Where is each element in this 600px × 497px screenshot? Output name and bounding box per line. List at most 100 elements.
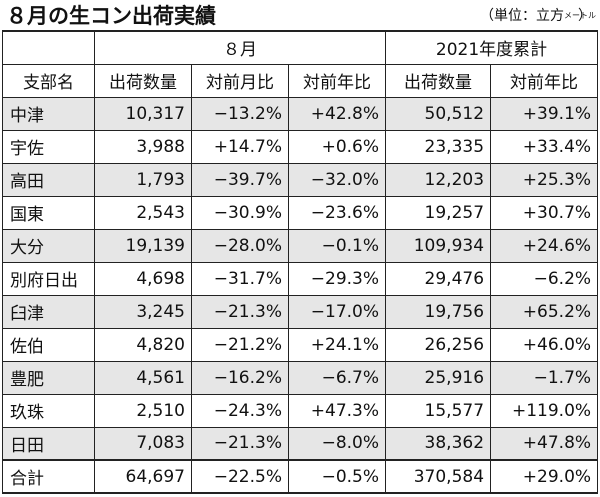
ytd-yoy: +47.8% [490, 426, 599, 461]
branch-name: 中津 [2, 96, 95, 131]
total-yoy: −0.5% [287, 459, 387, 494]
header-branch: 支部名 [2, 63, 95, 98]
ytd-shipments: 38,362 [385, 426, 492, 461]
table-row: 豊肥 4,561 −16.2% −6.7% 25,916 −1.7% [2, 360, 599, 395]
mom: −24.3% [191, 393, 289, 428]
ytd-yoy: −1.7% [490, 360, 599, 395]
ytd-yoy: +24.6% [490, 228, 599, 263]
header-ytd-yoy: 対前年比 [490, 63, 599, 98]
header-row-columns: 支部名 出荷数量 対前月比 対前年比 出荷数量 対前年比 [2, 63, 599, 98]
yoy: +24.1% [287, 327, 387, 362]
total-ytd-shipments: 370,584 [385, 459, 492, 494]
table-row: 宇佐 3,988 +14.7% +0.6% 23,335 +33.4% [2, 129, 599, 164]
header-yoy: 対前年比 [287, 63, 387, 98]
ytd-yoy: +30.7% [490, 195, 599, 230]
mom: −13.2% [191, 96, 289, 131]
branch-name: 大分 [2, 228, 95, 263]
branch-name: 豊肥 [2, 360, 95, 395]
ytd-shipments: 26,256 [385, 327, 492, 362]
yoy: −8.0% [287, 426, 387, 461]
mom: −31.7% [191, 261, 289, 296]
mom: −30.9% [191, 195, 289, 230]
mom: −16.2% [191, 360, 289, 395]
header-blank [2, 30, 95, 65]
branch-name: 玖珠 [2, 393, 95, 428]
ytd-shipments: 50,512 [385, 96, 492, 131]
table-row: 別府日出 4,698 −31.7% −29.3% 29,476 −6.2% [2, 261, 599, 296]
header-shipments: 出荷数量 [94, 63, 192, 98]
unit-label: （単位：立方メートル） [480, 7, 596, 25]
ytd-shipments: 25,916 [385, 360, 492, 395]
yoy: −6.7% [287, 360, 387, 395]
branch-name: 国東 [2, 195, 95, 230]
ytd-shipments: 15,577 [385, 393, 492, 428]
shipments: 4,698 [94, 261, 192, 296]
shipments: 4,561 [94, 360, 192, 395]
mom: −28.0% [191, 228, 289, 263]
ytd-yoy: +46.0% [490, 327, 599, 362]
ytd-yoy: +65.2% [490, 294, 599, 329]
ytd-yoy: +39.1% [490, 96, 599, 131]
shipments: 3,245 [94, 294, 192, 329]
shipments: 1,793 [94, 162, 192, 197]
page-header: ８月の生コン出荷実績 （単位：立方メートル） [6, 2, 596, 30]
total-mom: −22.5% [191, 459, 289, 494]
table-row: 玖珠 2,510 −24.3% +47.3% 15,577 +119.0% [2, 393, 599, 428]
ytd-yoy: −6.2% [490, 261, 599, 296]
unit-label-small: メートル [564, 11, 596, 20]
branch-name: 高田 [2, 162, 95, 197]
table-row: 国東 2,543 −30.9% −23.6% 19,257 +30.7% [2, 195, 599, 230]
yoy: −17.0% [287, 294, 387, 329]
total-shipments: 64,697 [94, 459, 192, 494]
yoy: +0.6% [287, 129, 387, 164]
header-group-ytd: 2021年度累計 [385, 30, 599, 65]
page-title: ８月の生コン出荷実績 [6, 4, 216, 28]
branch-name: 臼津 [2, 294, 95, 329]
yoy: +47.3% [287, 393, 387, 428]
shipments: 2,510 [94, 393, 192, 428]
shipments: 10,317 [94, 96, 192, 131]
mom: −21.2% [191, 327, 289, 362]
yoy: −0.1% [287, 228, 387, 263]
table-row: 大分 19,139 −28.0% −0.1% 109,934 +24.6% [2, 228, 599, 263]
shipments: 7,083 [94, 426, 192, 461]
table-row: 佐伯 4,820 −21.2% +24.1% 26,256 +46.0% [2, 327, 599, 362]
shipments: 4,820 [94, 327, 192, 362]
ytd-shipments: 19,257 [385, 195, 492, 230]
table-row: 日田 7,083 −21.3% −8.0% 38,362 +47.8% [2, 426, 599, 461]
branch-name: 日田 [2, 426, 95, 461]
table-row: 中津 10,317 −13.2% +42.8% 50,512 +39.1% [2, 96, 599, 131]
yoy: −23.6% [287, 195, 387, 230]
header-ytd-shipments: 出荷数量 [385, 63, 492, 98]
ytd-shipments: 12,203 [385, 162, 492, 197]
header-group-august: ８月 [93, 30, 387, 65]
shipments: 19,139 [94, 228, 192, 263]
ytd-shipments: 109,934 [385, 228, 492, 263]
branch-name: 宇佐 [2, 129, 95, 164]
ytd-yoy: +33.4% [490, 129, 599, 164]
shipments: 3,988 [94, 129, 192, 164]
branch-name: 別府日出 [2, 261, 95, 296]
header-row-groups: ８月 2021年度累計 [2, 30, 599, 65]
mom: −21.3% [191, 426, 289, 461]
shipment-table: ８月 2021年度累計 支部名 出荷数量 対前月比 対前年比 出荷数量 対前年比… [2, 30, 599, 494]
header-mom: 対前月比 [191, 63, 289, 98]
total-row: 合計 64,697 −22.5% −0.5% 370,584 +29.0% [2, 459, 599, 494]
shipments: 2,543 [94, 195, 192, 230]
total-ytd-yoy: +29.0% [490, 459, 599, 494]
ytd-yoy: +25.3% [490, 162, 599, 197]
table-row: 高田 1,793 −39.7% −32.0% 12,203 +25.3% [2, 162, 599, 197]
mom: −21.3% [191, 294, 289, 329]
unit-label-open: （単位：立方 [480, 8, 564, 24]
ytd-shipments: 23,335 [385, 129, 492, 164]
mom: +14.7% [191, 129, 289, 164]
table-row: 臼津 3,245 −21.3% −17.0% 19,756 +65.2% [2, 294, 599, 329]
yoy: −29.3% [287, 261, 387, 296]
ytd-yoy: +119.0% [490, 393, 599, 428]
total-label: 合計 [2, 459, 95, 494]
ytd-shipments: 19,756 [385, 294, 492, 329]
mom: −39.7% [191, 162, 289, 197]
yoy: +42.8% [287, 96, 387, 131]
yoy: −32.0% [287, 162, 387, 197]
unit-label-close: ） [578, 8, 592, 24]
